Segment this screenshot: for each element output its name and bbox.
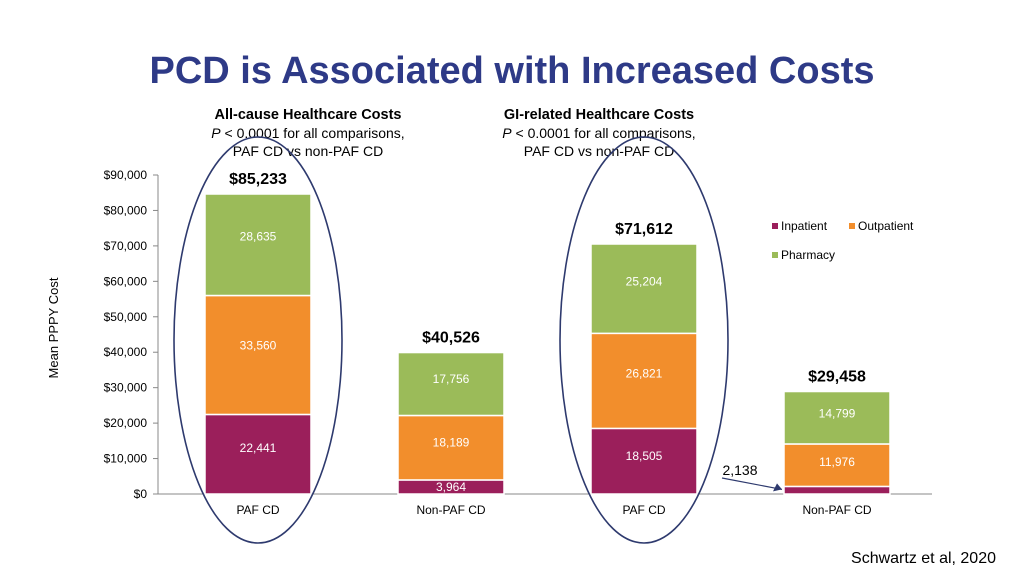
bar-value-label: 26,821 [626,366,663,380]
bar-total-label: $29,458 [808,369,866,386]
bar-value-label: 33,560 [240,338,277,352]
bar-segment-inpatient [590,427,698,495]
panel-heading: GI-related Healthcare Costs [503,107,695,123]
y-tick-label: $20,000 [104,416,148,430]
bar-segment-inpatient [783,485,891,495]
bar-value-label: 22,441 [240,441,277,455]
legend-swatch-pharmacy [772,252,778,258]
bar-segment-outpatient [783,443,891,488]
bar-segment-pharmacy [397,351,505,417]
bar-segment-pharmacy [204,193,312,297]
bar-segment-outpatient [204,294,312,416]
y-tick-label: $90,000 [104,168,148,182]
y-tick-label: $10,000 [104,452,148,466]
x-category-label: Non-PAF CD [416,503,485,517]
bar-total-label: $40,526 [422,330,480,347]
panel-comparison: PAF CD vs non-PAF CD [523,143,675,159]
y-axis-title: Mean PPPY Cost [46,277,61,378]
bar-value-label: 14,799 [819,407,856,421]
bar-total-label: $71,612 [615,221,673,238]
x-category-label: PAF CD [236,503,279,517]
legend-label: Pharmacy [781,248,835,262]
y-tick-label: $50,000 [104,310,148,324]
callout-arrowhead [773,483,782,492]
bar-segment-outpatient [590,332,698,430]
y-tick-label: $30,000 [104,381,148,395]
bar-value-label: 3,964 [436,480,466,494]
page-title: PCD is Associated with Increased Costs [149,50,875,92]
bar-segment-pharmacy [783,390,891,445]
highlight-ellipse [173,136,343,544]
panel-pvalue: P < 0.0001 for all comparisons, [178,124,438,142]
legend-label: Outpatient [858,219,914,233]
y-tick-label: $70,000 [104,239,148,253]
citation: Schwartz et al, 2020 [851,550,996,567]
panel-comparison: PAF CD vs non-PAF CD [232,143,384,159]
legend-label: Inpatient [781,219,828,233]
bar-value-label: 18,505 [626,449,663,463]
callout-label: 2,138 [722,462,757,478]
y-tick-label: $80,000 [104,203,148,217]
y-tick-label: $60,000 [104,274,148,288]
callout-arrow-line [721,477,783,491]
legend-swatch-outpatient [849,223,855,229]
panel-header-all-cause: All-cause Healthcare Costs P < 0.0001 fo… [178,106,438,160]
x-category-label: PAF CD [622,503,665,517]
y-tick-label: $40,000 [104,345,148,359]
bar-total-label: $85,233 [229,171,287,188]
bar-value-label: 17,756 [433,372,470,386]
bar-value-label: 18,189 [433,436,470,450]
panel-heading: All-cause Healthcare Costs [214,107,402,123]
highlight-ellipse [559,136,729,544]
bar-segment-inpatient [204,413,312,495]
bar-segment-pharmacy [590,243,698,335]
panel-header-gi-related: GI-related Healthcare Costs P < 0.0001 f… [469,106,729,160]
bar-value-label: 11,976 [819,455,855,469]
y-tick-label: $0 [134,487,148,501]
x-category-label: Non-PAF CD [802,503,871,517]
p-symbol: P [502,125,512,141]
p-symbol: P [211,125,221,141]
bar-value-label: 25,204 [626,275,663,289]
bar-value-label: 28,635 [240,230,277,244]
legend-swatch-inpatient [772,223,778,229]
bar-segment-outpatient [397,414,505,481]
p-text: < 0.0001 for all comparisons, [220,125,405,141]
